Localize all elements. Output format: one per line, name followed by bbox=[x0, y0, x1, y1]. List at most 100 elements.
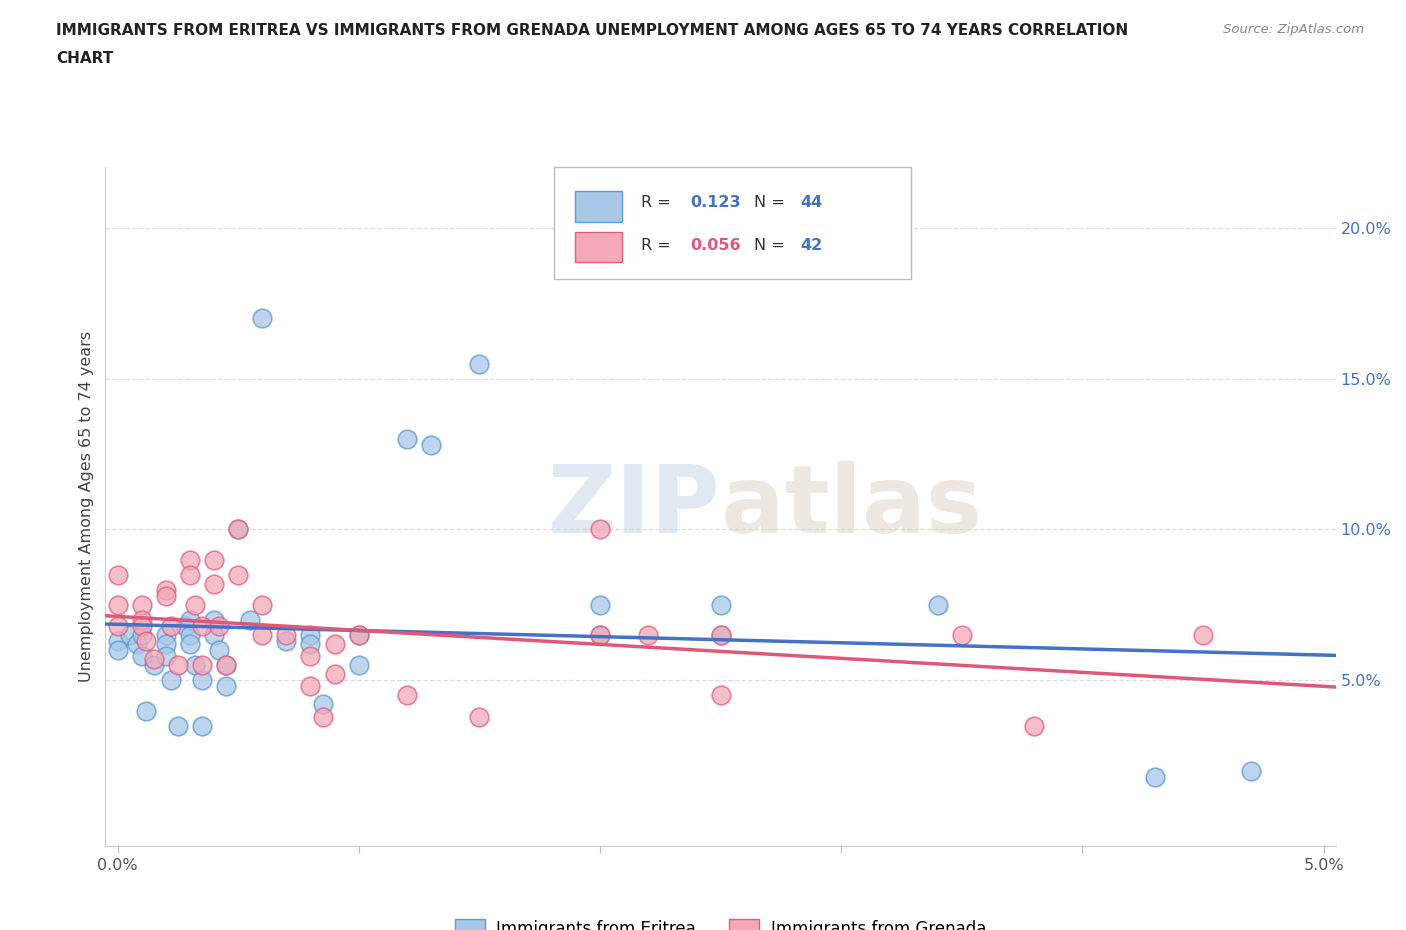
Point bbox=[202, 577, 225, 591]
Text: IMMIGRANTS FROM ERITREA VS IMMIGRANTS FROM GRENADA UNEMPLOYMENT AMONG AGES 65 TO: IMMIGRANTS FROM ERITREA VS IMMIGRANTS FR… bbox=[56, 23, 1129, 38]
Point bbox=[183, 658, 205, 672]
Point bbox=[1192, 628, 1215, 643]
FancyBboxPatch shape bbox=[554, 167, 911, 279]
Point bbox=[135, 703, 157, 718]
Point bbox=[347, 658, 370, 672]
Point bbox=[155, 628, 177, 643]
Point bbox=[118, 628, 141, 643]
Point bbox=[1143, 769, 1166, 784]
Point bbox=[710, 688, 733, 703]
Point bbox=[1240, 764, 1263, 778]
Point bbox=[215, 658, 238, 672]
Point bbox=[159, 673, 181, 688]
Point bbox=[179, 628, 201, 643]
Point bbox=[468, 356, 491, 371]
Point bbox=[191, 673, 214, 688]
Text: CHART: CHART bbox=[56, 51, 114, 66]
Text: 0.056: 0.056 bbox=[690, 238, 741, 253]
Point bbox=[215, 679, 238, 694]
Point bbox=[183, 597, 205, 612]
Point bbox=[323, 637, 346, 652]
Point bbox=[710, 597, 733, 612]
Point bbox=[179, 613, 201, 628]
Point bbox=[226, 522, 249, 537]
Point bbox=[174, 618, 197, 633]
Point bbox=[239, 613, 262, 628]
Point bbox=[468, 709, 491, 724]
Point bbox=[208, 618, 231, 633]
Point bbox=[191, 658, 214, 672]
Point bbox=[420, 437, 443, 452]
FancyBboxPatch shape bbox=[575, 232, 621, 262]
Point bbox=[107, 618, 129, 633]
Point bbox=[202, 613, 225, 628]
Text: R =: R = bbox=[641, 238, 671, 253]
Point bbox=[191, 618, 214, 633]
Point bbox=[131, 613, 153, 628]
Point bbox=[131, 649, 153, 664]
Text: R =: R = bbox=[641, 195, 671, 210]
Point bbox=[589, 628, 612, 643]
Point bbox=[710, 628, 733, 643]
Text: 44: 44 bbox=[800, 195, 823, 210]
Y-axis label: Unemployment Among Ages 65 to 74 years: Unemployment Among Ages 65 to 74 years bbox=[79, 331, 94, 683]
Text: ZIP: ZIP bbox=[548, 461, 721, 552]
Point bbox=[107, 597, 129, 612]
Point bbox=[589, 628, 612, 643]
Point bbox=[252, 628, 274, 643]
FancyBboxPatch shape bbox=[575, 192, 621, 221]
Point bbox=[142, 658, 165, 672]
Text: N =: N = bbox=[754, 238, 785, 253]
Point bbox=[191, 718, 214, 733]
Point bbox=[166, 718, 188, 733]
Point bbox=[299, 649, 322, 664]
Point bbox=[107, 643, 129, 658]
Point bbox=[179, 552, 201, 567]
Point bbox=[202, 552, 225, 567]
Point bbox=[208, 643, 231, 658]
Point bbox=[311, 709, 333, 724]
Text: Source: ZipAtlas.com: Source: ZipAtlas.com bbox=[1223, 23, 1364, 36]
Point bbox=[155, 589, 177, 604]
Point bbox=[179, 637, 201, 652]
Point bbox=[311, 698, 333, 712]
Point bbox=[323, 667, 346, 682]
Point bbox=[252, 597, 274, 612]
Point bbox=[155, 582, 177, 597]
Point bbox=[299, 679, 322, 694]
Point bbox=[1024, 718, 1046, 733]
Point bbox=[252, 311, 274, 325]
Point bbox=[637, 628, 659, 643]
Text: 0.123: 0.123 bbox=[690, 195, 741, 210]
Point bbox=[155, 649, 177, 664]
Point bbox=[299, 628, 322, 643]
Point bbox=[135, 633, 157, 648]
Point bbox=[347, 628, 370, 643]
Point bbox=[347, 628, 370, 643]
Point bbox=[215, 658, 238, 672]
Point bbox=[155, 637, 177, 652]
Point bbox=[107, 633, 129, 648]
Point bbox=[159, 618, 181, 633]
Point bbox=[179, 567, 201, 582]
Point bbox=[166, 658, 188, 672]
Point bbox=[950, 628, 973, 643]
Legend: Immigrants from Eritrea, Immigrants from Grenada: Immigrants from Eritrea, Immigrants from… bbox=[449, 912, 993, 930]
Point bbox=[589, 597, 612, 612]
Point bbox=[226, 567, 249, 582]
Point bbox=[710, 628, 733, 643]
Point bbox=[107, 567, 129, 582]
Point bbox=[125, 637, 148, 652]
Point bbox=[131, 628, 153, 643]
Point bbox=[589, 522, 612, 537]
Point bbox=[226, 522, 249, 537]
Point bbox=[276, 633, 298, 648]
Text: atlas: atlas bbox=[721, 461, 981, 552]
Point bbox=[131, 618, 153, 633]
Point bbox=[927, 597, 949, 612]
Text: N =: N = bbox=[754, 195, 785, 210]
Text: 42: 42 bbox=[800, 238, 823, 253]
Point bbox=[142, 652, 165, 667]
Point bbox=[395, 688, 418, 703]
Point bbox=[395, 432, 418, 446]
